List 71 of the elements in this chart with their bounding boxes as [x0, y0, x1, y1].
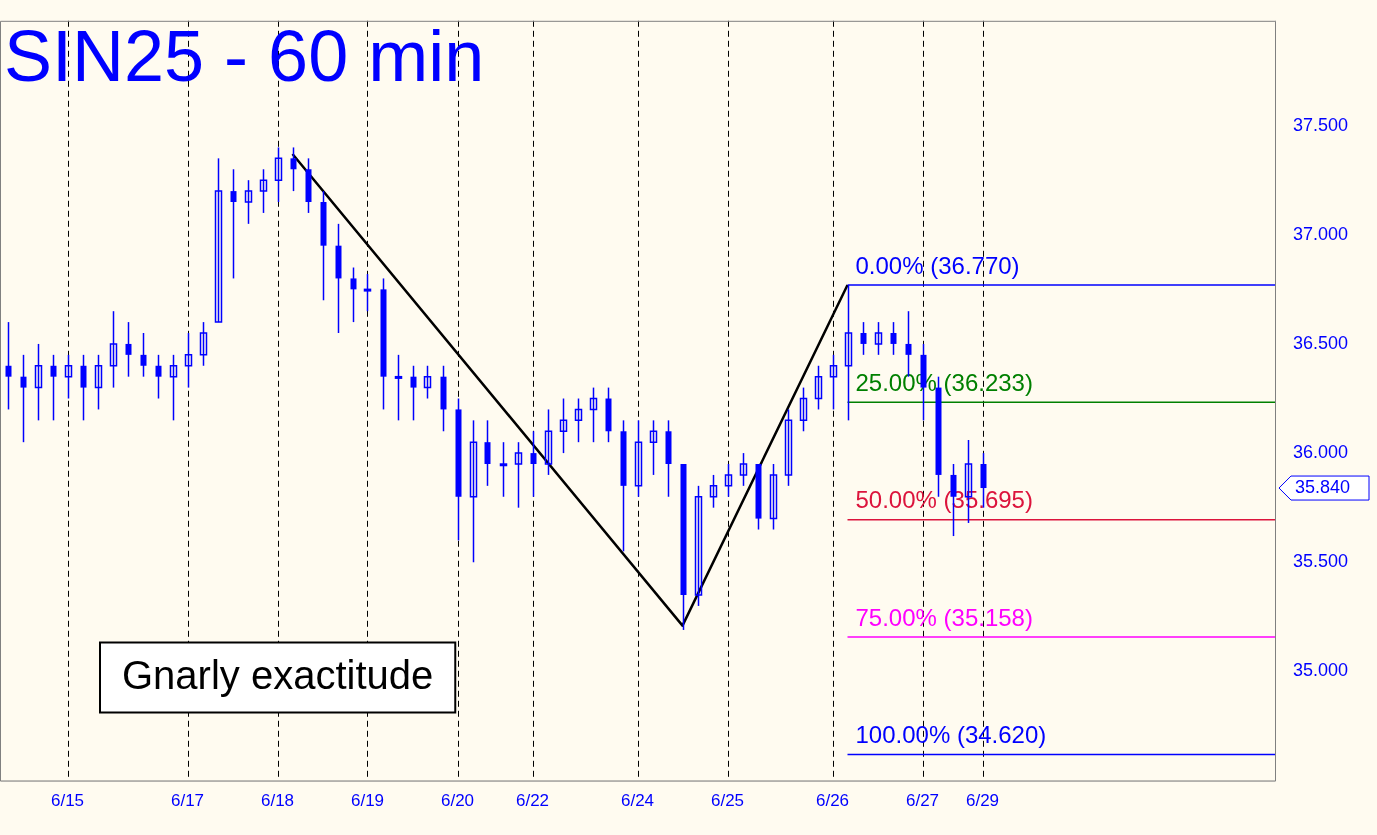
candlestick — [34, 343, 43, 422]
text: 35.840 — [1295, 477, 1351, 497]
x-tick-label: 6/26 — [815, 791, 850, 811]
candlestick — [244, 179, 253, 225]
candlestick — [394, 354, 403, 422]
candlestick — [350, 266, 357, 323]
candlestick — [634, 419, 643, 498]
x-tick-label: 6/19 — [350, 791, 385, 811]
candlestick — [410, 365, 417, 422]
ref-line-label: 0.00% (36.770) — [855, 251, 1020, 279]
candlestick — [694, 485, 703, 607]
candlestick — [469, 419, 478, 564]
y-tick-label: 35.000 — [1293, 660, 1349, 681]
candlestick — [544, 408, 553, 476]
candlestick — [530, 430, 537, 498]
candlestick — [214, 157, 223, 323]
candlestick — [874, 321, 883, 356]
candlestick — [94, 354, 103, 411]
candlestick — [169, 354, 178, 422]
candlestick — [514, 441, 523, 509]
x-tick-label: 6/22 — [515, 791, 550, 811]
candlestick — [259, 168, 268, 214]
candlestick — [109, 310, 118, 389]
candlestick — [784, 408, 793, 487]
candlestick — [155, 354, 162, 400]
candlestick — [230, 168, 237, 280]
candlestick — [814, 365, 823, 411]
candlestick — [20, 354, 27, 443]
x-tick-label: 6/29 — [965, 791, 1000, 811]
candlestick — [829, 354, 838, 411]
y-tick-label: 37.000 — [1293, 223, 1349, 244]
candlestick — [724, 463, 733, 498]
y-tick-label: 35.500 — [1293, 551, 1349, 572]
candlestick — [709, 474, 718, 509]
ref-line-label: 75.00% (35.158) — [855, 603, 1033, 631]
candlestick — [860, 321, 867, 356]
ref-line-label: 100.00% (34.620) — [855, 721, 1047, 749]
y-tick-label: 37.500 — [1293, 114, 1349, 135]
candlestick — [363, 273, 372, 312]
x-tick-label: 6/15 — [50, 791, 85, 811]
candlestick — [125, 321, 132, 378]
candlestick — [499, 441, 508, 498]
candlestick — [140, 332, 147, 378]
candlestick — [5, 321, 12, 411]
y-tick-label: 36.500 — [1293, 332, 1349, 353]
candlestick — [484, 419, 491, 487]
candlestick — [184, 332, 193, 389]
candlestick — [799, 386, 808, 433]
candlestick — [890, 321, 897, 356]
candlestick — [559, 397, 568, 454]
x-tick-label: 6/25 — [710, 791, 745, 811]
x-tick-label: 6/24 — [620, 791, 655, 811]
candlestick — [769, 463, 778, 531]
chart-title: SIN25 - 60 min — [4, 15, 485, 96]
candlestick — [50, 354, 57, 422]
candlestick — [274, 146, 283, 203]
x-tick-label: 6/17 — [170, 791, 205, 811]
candlestick — [64, 354, 73, 400]
x-tick-label: 6/18 — [260, 791, 295, 811]
candlestick — [574, 397, 583, 443]
x-tick-label: 6/27 — [905, 791, 940, 811]
candlestick — [589, 386, 598, 443]
candlestick — [739, 452, 748, 487]
candlestick — [649, 419, 658, 476]
annotation: Gnarly exactitude — [122, 652, 434, 697]
y-tick-label: 36.000 — [1293, 442, 1349, 463]
candlestick — [290, 146, 297, 192]
candlestick — [199, 321, 208, 367]
candlestick — [423, 365, 432, 400]
candlestick — [80, 354, 87, 422]
x-tick-label: 6/20 — [440, 791, 475, 811]
